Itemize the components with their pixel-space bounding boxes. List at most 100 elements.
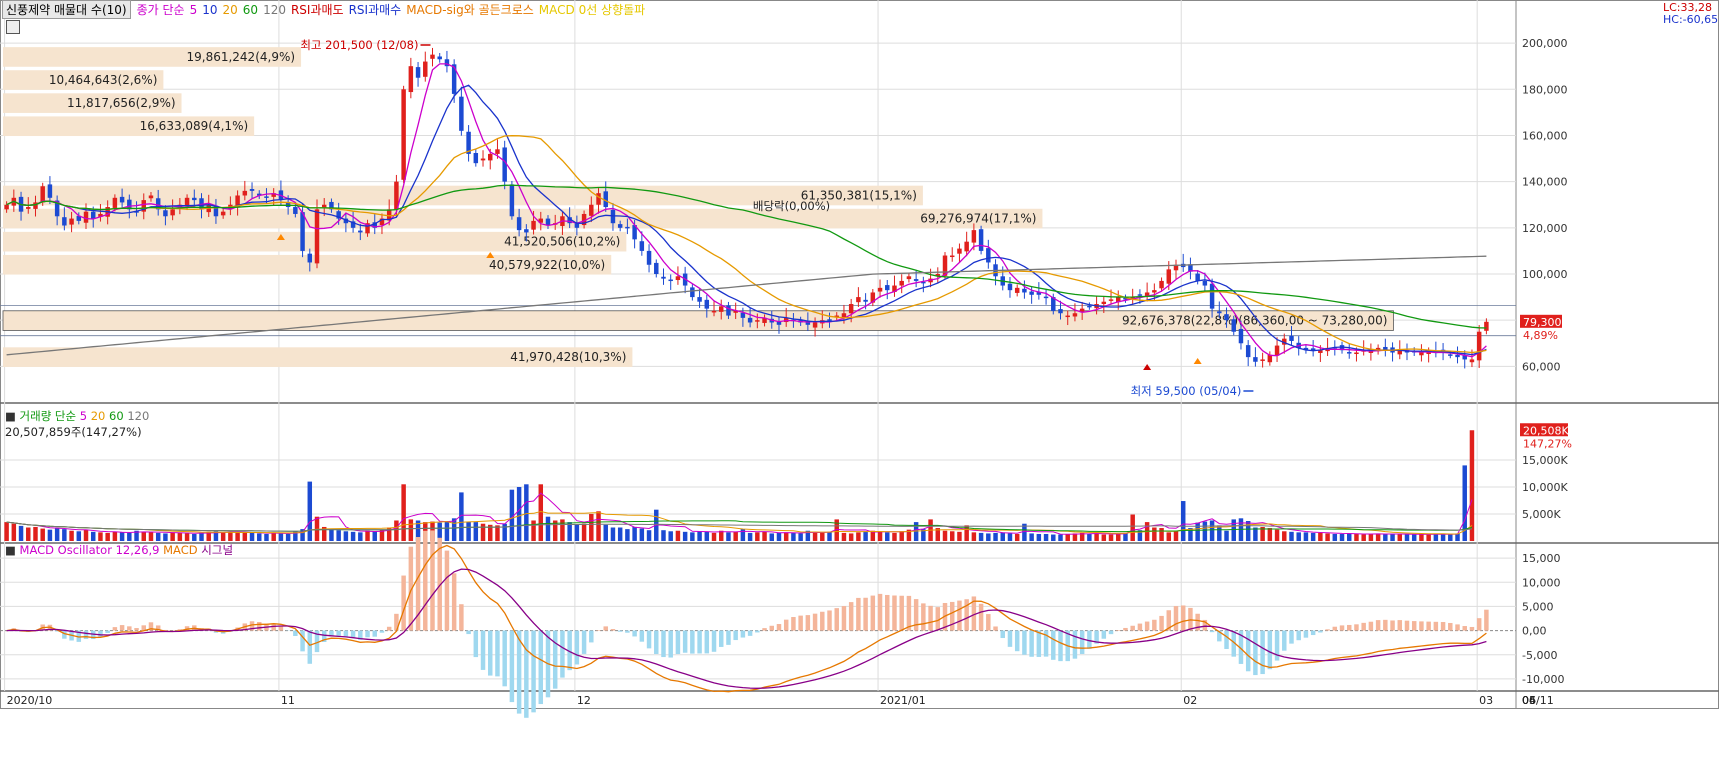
macd-oscillator-bar [632,630,637,637]
volume-bar [942,530,948,541]
last-change-label: 4,89% [1523,329,1558,342]
legend-item-0[interactable]: 종가 단순 [136,2,185,17]
macd-oscillator-bar [278,626,284,631]
volume-value-label: 20,507,859주(147,27%) [5,425,142,439]
candle-body [733,310,738,313]
legend-item-6[interactable]: RSI과매도 [290,2,344,17]
macd-oscillator-bar [105,630,110,633]
volume-bar [271,532,276,541]
macd-oscillator-bar [625,630,630,633]
legend-item-8[interactable]: MACD-sig와 골든크로스 [406,2,534,17]
legend-item-3[interactable]: 20 [222,2,238,17]
volume-bar [459,492,464,541]
last-price-label: 79,300 [1523,316,1562,329]
macd-oscillator-bar [1000,630,1005,639]
last-price-box [1520,314,1562,328]
volume-profile-label: 10,464,643(2,6%) [49,73,158,87]
candle-body [1022,288,1027,293]
macd-oscillator-bar [1087,630,1092,649]
candle-body [812,322,818,328]
volume-bar [242,532,248,541]
volume-ma-line [6,510,1473,535]
volume-bar [40,528,45,541]
macd-oscillator-bar [798,615,803,631]
macd-oscillator-bar [54,630,60,632]
macd-oscillator-bar [1108,630,1114,635]
volume-bar [1375,533,1381,541]
macd-legend-item: ■ [5,543,20,557]
legend-item-2[interactable]: 10 [202,2,218,17]
macd-oscillator-bar [451,573,457,631]
macd-oscillator-bar [271,623,276,631]
macd-oscillator-bar [1354,624,1359,631]
volume-bar [480,523,486,541]
macd-oscillator-bar [1007,630,1013,647]
volume-bar [711,532,717,541]
volume-bar [820,532,825,541]
legend-item-4[interactable]: 60 [242,2,259,17]
legend-item-1[interactable]: 5 [189,2,198,17]
volume-bar [1231,519,1236,541]
price-high-label: 최고 201,500 (12/08) [300,38,418,52]
macd-oscillator-bar [307,630,313,664]
grid-icon[interactable] [6,20,20,34]
macd-oscillator-bar [1448,622,1453,631]
volume-bar [1433,533,1439,541]
volume-bar [379,529,385,541]
volume-bar [560,519,565,541]
volume-profile-bar [2,310,1394,331]
candle-body [4,204,9,210]
stock-name-label[interactable]: 신풍제약 매물대 수(10) [2,0,131,19]
macd-oscillator-bar [834,608,839,631]
volume-bar [1101,534,1107,541]
x-tick-label: 06/11 [1522,694,1554,707]
macd-oscillator-bar [690,630,695,654]
macd-oscillator-bar [899,595,904,631]
volume-bar [1202,521,1208,541]
volume-bar [740,529,746,541]
volume-bar [163,533,168,541]
macd-oscillator-bar [1361,622,1366,631]
legend-item-7[interactable]: RSI과매수 [348,2,402,17]
last-volume-label: 20,508K [1523,424,1569,437]
macd-tick-label: 0,00 [1522,625,1547,638]
volume-bar [1426,534,1431,541]
volume-bar [675,530,681,541]
candle-body [257,193,262,196]
volume-bar [957,531,962,541]
candle-body [1108,299,1114,301]
macd-oscillator-bar [538,630,544,705]
legend-item-5[interactable]: 120 [263,2,286,17]
macd-oscillator-bar [321,630,327,642]
volume-bar [1368,533,1374,541]
candle-body [1303,347,1309,351]
volume-bar [906,529,912,541]
volume-bar [76,531,82,541]
candle-body [307,253,313,263]
price-tick-label: 60,000 [1522,360,1561,373]
macd-oscillator-bar [1022,630,1027,655]
volume-bar [509,489,515,541]
volume-bar [502,523,507,541]
volume-bar [1354,533,1359,541]
volume-bar [581,523,587,541]
legend-item-9[interactable]: MACD 0선 상향돌파 [538,2,646,17]
macd-oscillator-bar [769,625,775,631]
volume-bar [718,530,724,541]
volume-bar [1390,533,1395,541]
macd-oscillator-bar [1404,620,1410,631]
candle-body [83,211,89,223]
volume-profile-label: 19,861,242(4,9%) [186,50,295,64]
macd-oscillator-bar [581,630,587,654]
candle-body [1469,359,1475,363]
volume-bar [1462,465,1467,541]
x-tick-label: 12 [577,694,591,707]
volume-bar [350,531,356,541]
candle-body [567,217,572,224]
candle-body [697,297,702,302]
candle-body [1087,305,1092,308]
volume-bar [1123,532,1128,541]
macd-oscillator-bar [1282,630,1287,651]
volume-tick-label: 10,000K [1522,481,1568,494]
